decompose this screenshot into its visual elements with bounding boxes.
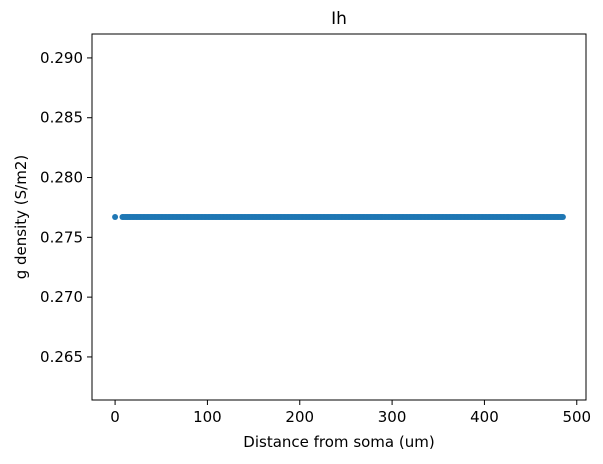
plot-frame (91, 33, 587, 401)
y-tick-label: 0.265 (40, 348, 83, 366)
y-tick-label: 0.285 (40, 109, 83, 127)
x-tick-label: 400 (470, 408, 499, 426)
x-tick-label: 100 (193, 408, 222, 426)
x-axis: 0 100 200 300 400 500 (110, 400, 591, 426)
y-tick-label: 0.290 (40, 49, 83, 67)
x-tick-label: 300 (378, 408, 407, 426)
chart-title: Ih (331, 9, 347, 29)
x-tick-label: 200 (285, 408, 314, 426)
x-tick-label: 0 (110, 408, 120, 426)
x-tick-label: 500 (562, 408, 591, 426)
y-tick-label: 0.280 (40, 169, 83, 187)
y-axis: 0.265 0.270 0.275 0.280 0.285 0.290 (40, 49, 92, 366)
x-axis-label: Distance from soma (um) (243, 433, 434, 451)
y-axis-label: g density (S/m2) (12, 155, 30, 280)
data-point (559, 214, 566, 220)
y-tick-label: 0.275 (40, 228, 83, 246)
y-tick-label: 0.270 (40, 288, 83, 306)
data-point (112, 214, 119, 220)
data-points (112, 214, 566, 220)
